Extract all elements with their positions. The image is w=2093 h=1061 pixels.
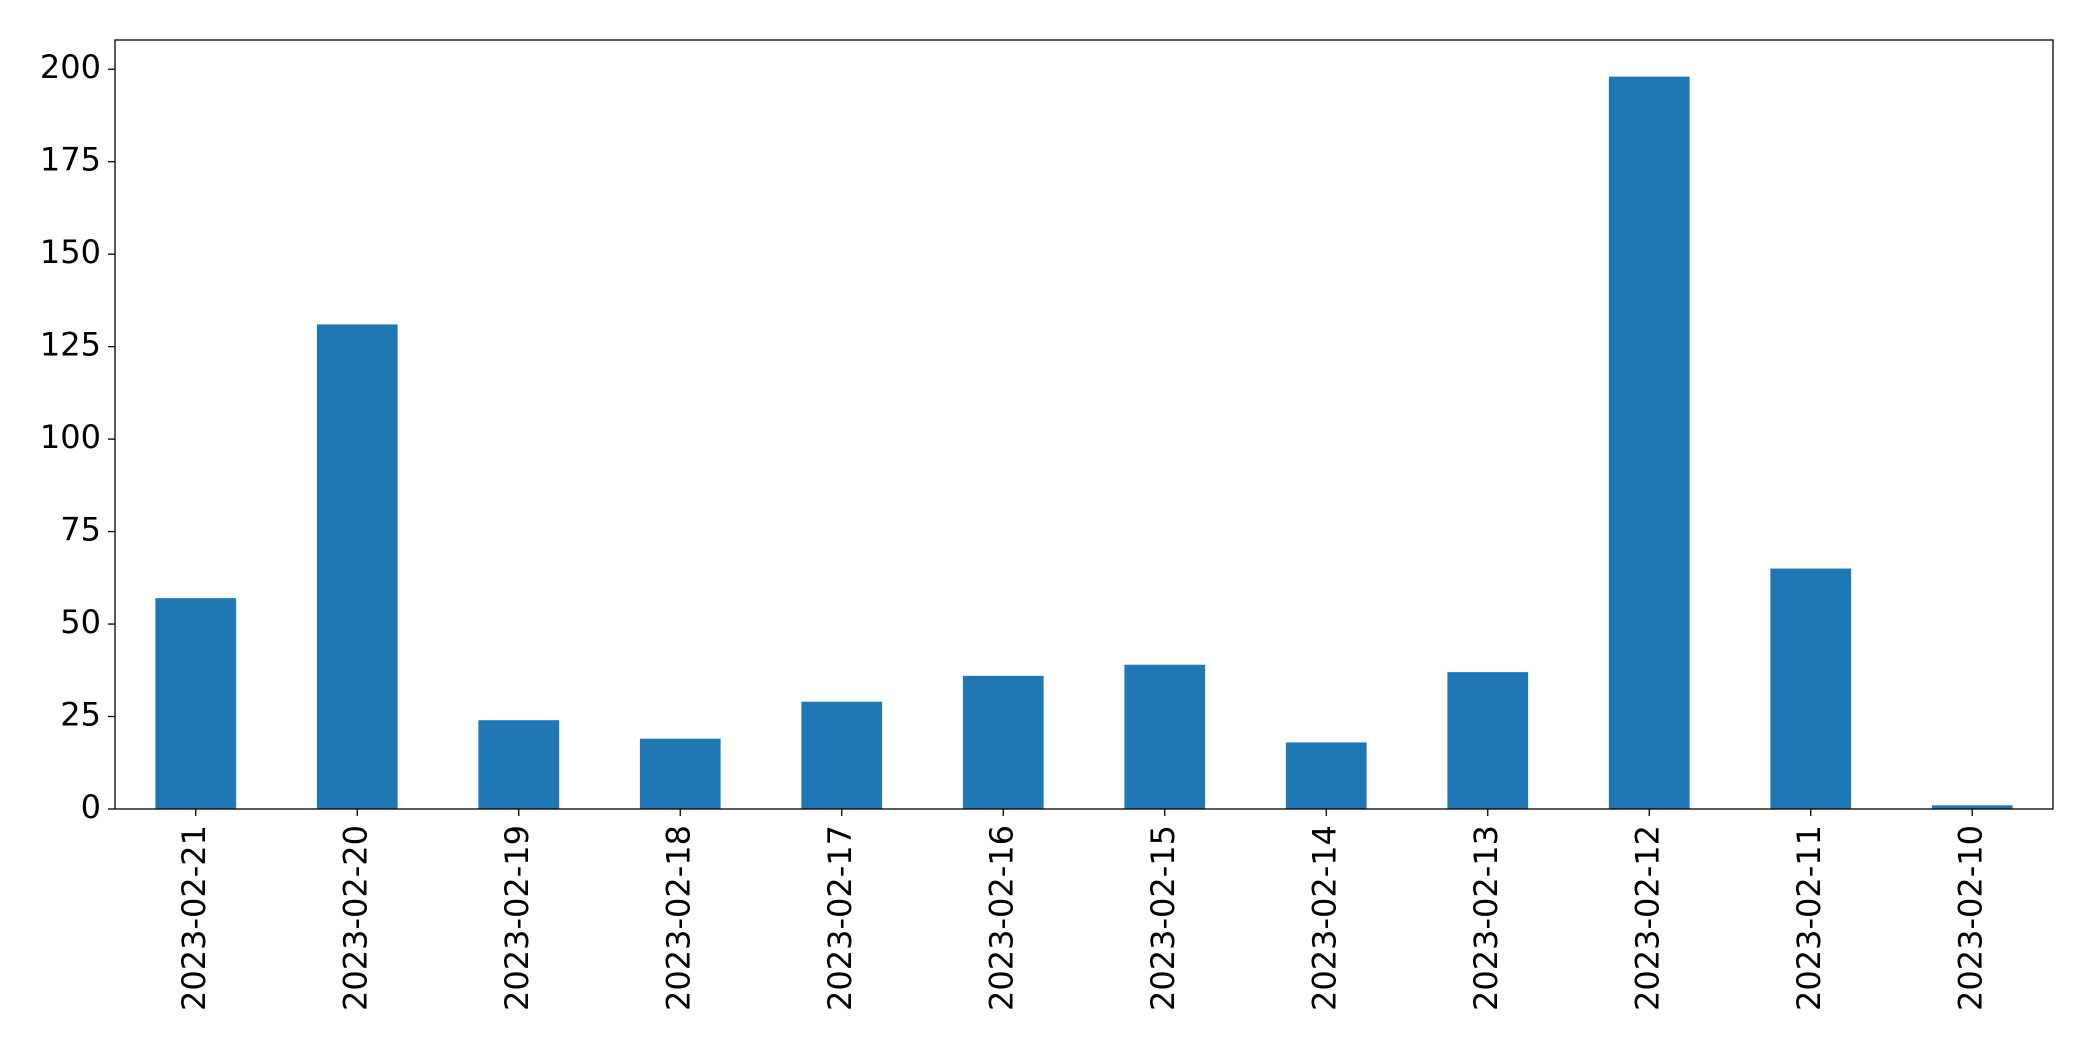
y-tick-label: 25 <box>60 696 101 734</box>
bar <box>1770 568 1852 809</box>
bar <box>1124 664 1206 809</box>
x-tick-label: 2023-02-15 <box>1144 825 1182 1011</box>
bar <box>1285 742 1367 809</box>
x-tick-label: 2023-02-13 <box>1467 825 1505 1011</box>
x-tick-label: 2023-02-17 <box>821 825 859 1011</box>
bar <box>155 598 237 809</box>
bar <box>478 720 560 809</box>
x-tick-label: 2023-02-16 <box>982 825 1020 1011</box>
y-tick-label: 200 <box>40 48 101 86</box>
bar <box>639 738 721 809</box>
y-tick-label: 125 <box>40 326 101 364</box>
x-tick-label: 2023-02-10 <box>1951 825 1989 1011</box>
bar <box>1447 672 1529 809</box>
x-tick-label: 2023-02-21 <box>175 825 213 1011</box>
y-tick-label: 50 <box>60 603 101 641</box>
x-tick-label: 2023-02-19 <box>498 825 536 1011</box>
x-tick-label: 2023-02-12 <box>1628 825 1666 1011</box>
x-tick-label: 2023-02-14 <box>1305 825 1343 1011</box>
x-tick-label: 2023-02-11 <box>1790 825 1828 1011</box>
x-tick-label: 2023-02-20 <box>336 825 374 1011</box>
bar <box>801 701 883 809</box>
bar <box>962 675 1044 809</box>
plot-frame <box>114 39 2054 810</box>
y-tick-label: 100 <box>40 418 101 456</box>
y-tick-label: 0 <box>81 788 101 826</box>
y-tick-label: 175 <box>40 141 101 179</box>
y-tick-label: 75 <box>60 511 101 549</box>
bar <box>316 324 398 809</box>
bar <box>1608 76 1690 810</box>
bar <box>1931 805 2013 809</box>
x-tick-label: 2023-02-18 <box>659 825 697 1011</box>
y-tick-label: 150 <box>40 233 101 271</box>
